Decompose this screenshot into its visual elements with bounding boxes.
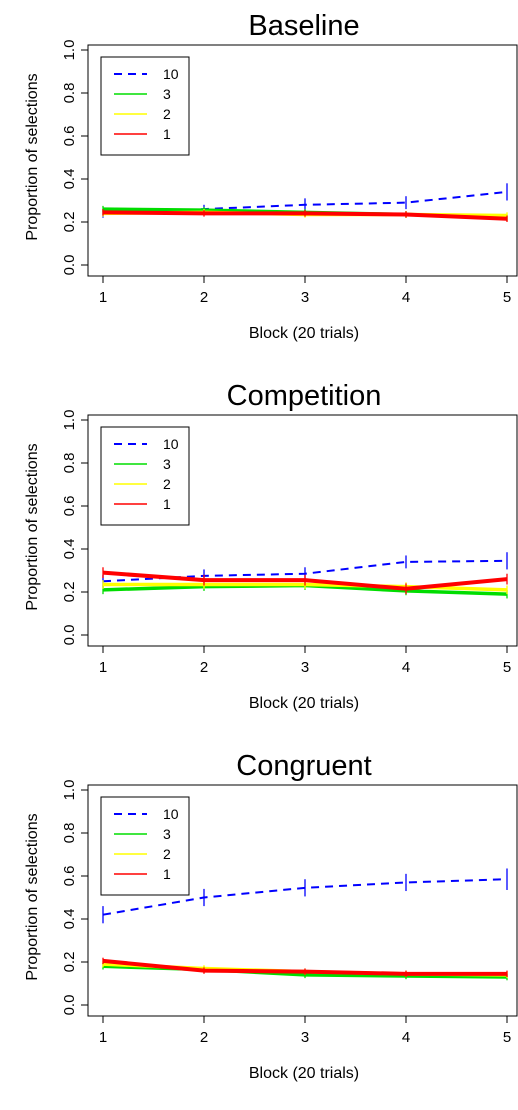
- x-tick-label: 3: [301, 289, 309, 306]
- competition-panel: Competition Block (20 trials) Proportion…: [0, 370, 518, 740]
- plot-frame: [87, 414, 518, 647]
- legend-label: 2: [163, 476, 171, 492]
- y-tick-label: 0.6: [61, 866, 78, 887]
- legend-label: 1: [163, 866, 171, 882]
- y-tick-label: 0.0: [61, 625, 78, 646]
- x-tick-label: 3: [301, 659, 309, 676]
- x-axis-label: Block (20 trials): [249, 1065, 359, 1082]
- x-tick-label: 2: [200, 1029, 208, 1046]
- y-tick-label: 0.4: [61, 169, 78, 190]
- y-tick-label: 1.0: [61, 40, 78, 61]
- legend-label: 1: [163, 496, 171, 512]
- legend-label: 1: [163, 126, 171, 142]
- legend-label: 3: [163, 826, 171, 842]
- baseline-marks: 1 2 3 4 5 0.0 0.2 0.4 0.6 0.8 1.0 10 3 2 1: [61, 40, 518, 306]
- legend-label: 10: [163, 66, 179, 82]
- x-tick-label: 2: [200, 659, 208, 676]
- y-tick-label: 0.4: [61, 539, 78, 560]
- y-tick-label: 0.2: [61, 582, 78, 603]
- y-tick-label: 0.4: [61, 909, 78, 930]
- y-tick-label: 0.0: [61, 255, 78, 276]
- congruent-panel: Congruent Block (20 trials) Proportion o…: [0, 740, 518, 1110]
- y-tick-label: 0.8: [61, 823, 78, 844]
- y-tick-label: 0.8: [61, 453, 78, 474]
- y-tick-label: 0.6: [61, 126, 78, 147]
- legend-label: 2: [163, 106, 171, 122]
- legend-label: 10: [163, 806, 179, 822]
- baseline-panel: Baseline Block (20 trials) Proportion of…: [0, 0, 518, 370]
- x-tick-label: 2: [200, 289, 208, 306]
- y-tick-label: 0.8: [61, 83, 78, 104]
- congruent-chart-svg: Congruent Block (20 trials) Proportion o…: [24, 750, 518, 1082]
- competition-chart-svg: Competition Block (20 trials) Proportion…: [24, 380, 518, 712]
- chart-title: Congruent: [236, 750, 371, 782]
- x-tick-label: 1: [99, 1029, 107, 1046]
- chart-title: Baseline: [248, 10, 359, 42]
- x-axis-label: Block (20 trials): [249, 325, 359, 342]
- congruent-marks: 1 2 3 4 5 0.0 0.2 0.4 0.6 0.8 1.0 10 3 2 1: [61, 780, 518, 1046]
- x-tick-label: 4: [402, 1029, 410, 1046]
- x-tick-label: 1: [99, 289, 107, 306]
- x-tick-label: 4: [402, 289, 410, 306]
- legend-label: 10: [163, 436, 179, 452]
- y-tick-label: 1.0: [61, 780, 78, 801]
- baseline-chart-svg: Baseline Block (20 trials) Proportion of…: [24, 10, 518, 342]
- x-tick-label: 5: [503, 1029, 511, 1046]
- plot-frame: [87, 784, 518, 1017]
- y-tick-label: 0.0: [61, 995, 78, 1016]
- legend-label: 3: [163, 456, 171, 472]
- y-axis-label: Proportion of selections: [24, 73, 41, 240]
- legend-label: 3: [163, 86, 171, 102]
- chart-title: Competition: [227, 380, 382, 412]
- x-tick-label: 1: [99, 659, 107, 676]
- y-tick-label: 1.0: [61, 410, 78, 431]
- y-tick-label: 0.2: [61, 212, 78, 233]
- x-tick-label: 4: [402, 659, 410, 676]
- legend-label: 2: [163, 846, 171, 862]
- competition-marks: 1 2 3 4 5 0.0 0.2 0.4 0.6 0.8 1.0 10 3 2 1: [61, 410, 518, 676]
- y-axis-label: Proportion of selections: [24, 443, 41, 610]
- x-tick-label: 5: [503, 659, 511, 676]
- y-tick-label: 0.2: [61, 952, 78, 973]
- x-axis-label: Block (20 trials): [249, 695, 359, 712]
- x-tick-label: 3: [301, 1029, 309, 1046]
- x-tick-label: 5: [503, 289, 511, 306]
- plot-frame: [87, 44, 518, 277]
- y-axis-label: Proportion of selections: [24, 813, 41, 980]
- y-tick-label: 0.6: [61, 496, 78, 517]
